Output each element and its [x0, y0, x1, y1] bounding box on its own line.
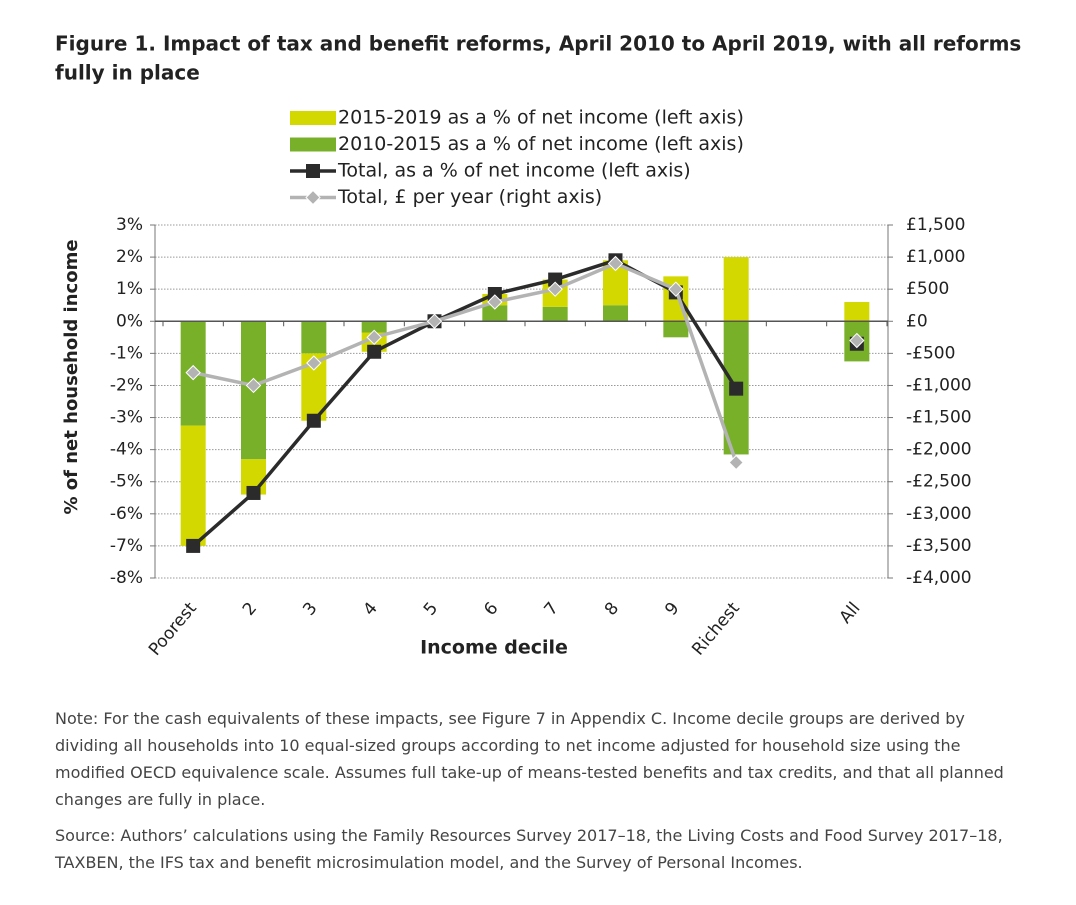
bar — [361, 321, 387, 333]
marker — [305, 189, 321, 206]
bar — [482, 305, 508, 322]
marker — [849, 332, 865, 349]
marker — [668, 281, 684, 297]
legend-label: Total, £ per year (right axis) — [337, 186, 602, 208]
bar — [723, 257, 749, 322]
marker — [426, 313, 443, 329]
marker — [729, 381, 744, 396]
y2-tick-label: -£3,000 — [906, 504, 972, 524]
y-tick-label: -1% — [110, 343, 143, 363]
x-tick-label: 9 — [661, 599, 683, 620]
legend-label: 2010-2015 as a % of net income (left axi… — [338, 133, 744, 155]
y2-tick-label: £0 — [906, 311, 928, 331]
marker — [185, 364, 201, 381]
x-tick-label: 8 — [601, 599, 623, 620]
y-axis-label: % of net household income — [61, 239, 82, 514]
bar — [180, 425, 206, 546]
legend-label: Total, as a % of net income (left axis) — [337, 160, 691, 182]
y-tick-label: 2% — [116, 247, 143, 267]
chart-subtitle: fully in place — [55, 61, 200, 85]
marker — [246, 485, 261, 500]
x-axis-label: Income decile — [420, 637, 568, 659]
bar — [542, 306, 568, 322]
marker — [245, 377, 262, 394]
y2-tick-label: -£4,000 — [906, 568, 972, 588]
y2-tick-label: £1,000 — [906, 247, 965, 267]
bar — [603, 305, 628, 322]
y-tick-label: -4% — [110, 440, 143, 460]
line — [193, 260, 857, 546]
marker — [728, 454, 744, 471]
y-tick-label: 1% — [116, 279, 143, 299]
marker — [547, 281, 563, 297]
marker — [186, 538, 201, 553]
y-tick-label: -6% — [110, 504, 143, 524]
x-tick-label: 4 — [360, 599, 382, 620]
y2-tick-label: -£1,500 — [906, 408, 972, 428]
x-tick-label: 5 — [420, 599, 442, 620]
y-tick-label: 3% — [116, 215, 143, 235]
marker — [306, 413, 321, 428]
y2-tick-label: £500 — [906, 279, 949, 299]
marker — [306, 164, 320, 178]
y2-tick-label: -£1,000 — [906, 375, 972, 395]
bar — [663, 321, 689, 338]
y2-tick-label: £1,500 — [906, 215, 965, 235]
chart-title: Figure 1. Impact of tax and benefit refo… — [55, 32, 1021, 56]
y-tick-label: -7% — [110, 536, 143, 556]
marker — [366, 329, 382, 346]
y-tick-label: 0% — [116, 311, 143, 331]
x-tick-label: Richest — [688, 598, 744, 659]
marker — [607, 255, 624, 272]
x-tick-label: Poorest — [145, 598, 201, 659]
y-tick-label: -2% — [110, 375, 143, 395]
y-tick-label: -8% — [110, 568, 143, 588]
y2-tick-label: -£2,000 — [906, 440, 972, 460]
y-tick-label: -3% — [110, 408, 143, 428]
x-tick-label: 3 — [299, 599, 321, 620]
y-tick-label: -5% — [110, 472, 143, 492]
note: Note: For the cash equivalents of these … — [55, 709, 1004, 809]
marker — [487, 294, 503, 310]
chart: Figure 1. Impact of tax and benefit refo… — [55, 32, 1021, 660]
source: Source: Authors’ calculations using the … — [55, 826, 1003, 872]
marker — [487, 286, 502, 301]
marker — [548, 272, 563, 287]
marker — [367, 344, 382, 359]
x-tick-label: 7 — [541, 599, 563, 620]
marker — [306, 355, 322, 371]
y2-tick-label: -£500 — [906, 343, 955, 363]
x-tick-label: 6 — [480, 599, 502, 620]
bar — [844, 302, 870, 322]
legend-label: 2015-2019 as a % of net income (left axi… — [338, 107, 744, 129]
bar — [301, 321, 327, 354]
x-tick-label: All — [836, 599, 865, 628]
legend-swatch — [290, 137, 336, 152]
y2-tick-label: -£3,500 — [906, 536, 972, 556]
x-tick-label: 2 — [239, 599, 261, 620]
y2-tick-label: -£2,500 — [906, 472, 972, 492]
legend-swatch — [290, 111, 336, 125]
line — [193, 264, 857, 463]
